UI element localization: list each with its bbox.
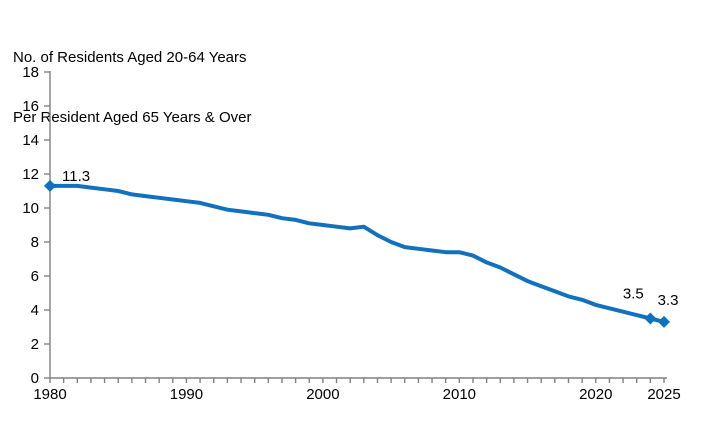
chart-title-line-2: Per Resident Aged 65 Years & Over <box>13 109 252 126</box>
y-axis-tick-label: 8 <box>31 234 39 251</box>
x-axis-tick-label: 2025 <box>647 386 680 403</box>
chart-title: No. of Residents Aged 20-64 Years Per Re… <box>13 8 251 168</box>
y-axis-tick-label: 12 <box>22 166 39 183</box>
y-axis-tick-label: 6 <box>31 268 39 285</box>
chart-title-line-1: No. of Residents Aged 20-64 Years <box>13 49 247 66</box>
y-axis-tick-label: 0 <box>31 370 39 387</box>
y-axis-tick-label: 18 <box>22 64 39 81</box>
x-axis-tick-label: 2020 <box>579 386 612 403</box>
data-point-marker <box>644 312 657 325</box>
data-point-label: 3.5 <box>623 286 644 303</box>
data-point-marker <box>44 179 56 192</box>
y-axis-tick-label: 10 <box>22 200 39 217</box>
data-point-label: 11.3 <box>62 168 90 185</box>
x-axis-tick-label: 1980 <box>33 386 66 403</box>
x-axis-tick-label: 2010 <box>443 386 476 403</box>
x-axis-tick-label: 1990 <box>170 386 203 403</box>
y-axis-tick-label: 14 <box>22 132 39 149</box>
data-point-marker <box>658 315 670 328</box>
y-axis-tick-label: 16 <box>22 98 39 115</box>
y-axis-tick-label: 2 <box>31 336 39 353</box>
data-line <box>48 183 666 324</box>
x-axis-tick-label: 2000 <box>306 386 339 403</box>
data-point-label: 3.3 <box>658 292 679 309</box>
y-axis-tick-label: 4 <box>31 302 39 319</box>
